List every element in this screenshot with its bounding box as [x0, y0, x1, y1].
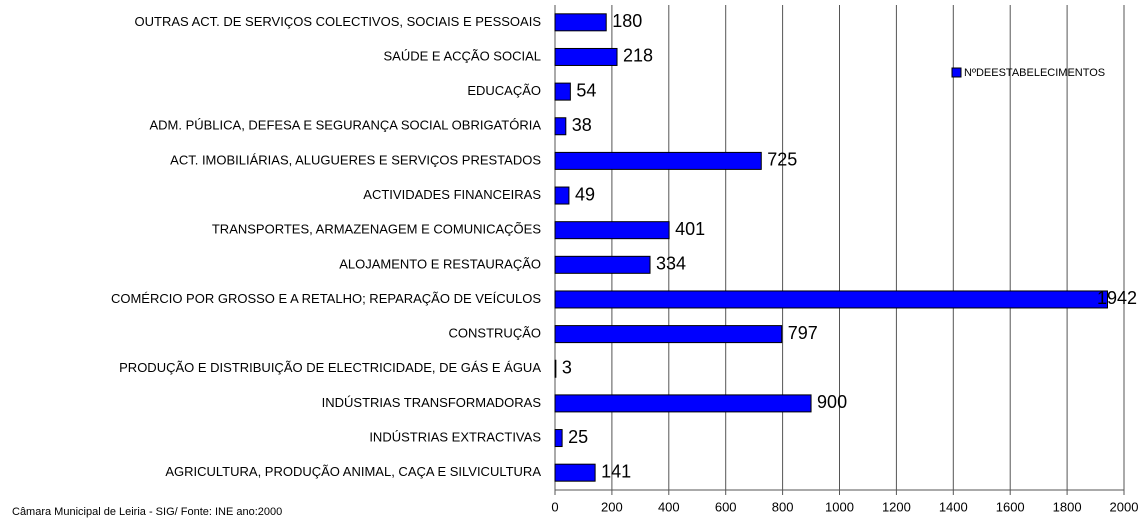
value-label: 218 — [623, 46, 653, 66]
bar — [554, 325, 783, 344]
value-label: 334 — [656, 254, 686, 274]
bar — [554, 429, 563, 448]
y-tick-label: SAÚDE E ACÇÃO SOCIAL — [384, 48, 542, 63]
legend-label: NºDEESTABELECIMENTOS — [964, 67, 1105, 79]
x-tick-label: 200 — [601, 499, 623, 514]
x-tick-label: 1600 — [996, 499, 1025, 514]
bar — [554, 394, 812, 413]
bar — [554, 13, 607, 32]
bar — [554, 290, 1108, 309]
bar — [554, 463, 596, 482]
x-tick-label: 1000 — [825, 499, 854, 514]
value-label: 900 — [817, 392, 847, 412]
x-tick-label: 2000 — [1110, 499, 1139, 514]
bar — [554, 117, 567, 136]
value-label: 54 — [576, 80, 596, 100]
x-tick-label: 0 — [551, 499, 558, 514]
y-tick-label: INDÚSTRIAS EXTRACTIVAS — [369, 429, 541, 444]
value-label: 401 — [675, 219, 705, 239]
value-label: 38 — [572, 115, 592, 135]
bar — [554, 359, 557, 378]
y-tick-label: PRODUÇÃO E DISTRIBUIÇÃO DE ELECTRICIDADE… — [119, 360, 541, 375]
bar — [554, 255, 651, 274]
value-label: 25 — [568, 427, 588, 447]
x-tick-label: 800 — [772, 499, 794, 514]
y-tick-label: EDUCAÇÃO — [467, 83, 541, 98]
source-note: Câmara Municipal de Leiria - SIG/ Fonte:… — [12, 506, 282, 518]
x-tick-label: 600 — [715, 499, 737, 514]
value-label: 725 — [767, 150, 797, 170]
value-label: 141 — [601, 461, 631, 481]
x-tick-label: 1800 — [1053, 499, 1082, 514]
value-label: 49 — [575, 184, 595, 204]
y-tick-label: OUTRAS ACT. DE SERVIÇOS COLECTIVOS, SOCI… — [135, 14, 542, 29]
y-tick-label: ACT. IMOBILIÁRIAS, ALUGUERES E SERVIÇOS … — [170, 152, 541, 167]
bar — [554, 82, 571, 101]
y-tick-label: ACTIVIDADES FINANCEIRAS — [363, 187, 541, 202]
x-tick-label: 1400 — [939, 499, 968, 514]
y-tick-label: CONSTRUÇÃO — [449, 326, 541, 341]
value-label: 1942 — [1097, 288, 1137, 308]
y-tick-label: ALOJAMENTO E RESTAURAÇÃO — [339, 256, 541, 271]
legend-swatch — [951, 67, 962, 78]
bar — [554, 221, 670, 240]
bar — [554, 151, 762, 170]
bar — [554, 186, 570, 205]
x-tick-label: 400 — [658, 499, 680, 514]
y-tick-label: INDÚSTRIAS TRANSFORMADORAS — [322, 395, 542, 410]
y-tick-label: ADM. PÚBLICA, DEFESA E SEGURANÇA SOCIAL … — [149, 118, 541, 133]
value-label: 180 — [612, 11, 642, 31]
y-tick-label: TRANSPORTES, ARMAZENAGEM E COMUNICAÇÕES — [212, 222, 541, 237]
value-label: 797 — [788, 323, 818, 343]
bar — [554, 47, 618, 66]
y-tick-label: COMÉRCIO POR GROSSO E A RETALHO; REPARAÇ… — [111, 291, 541, 306]
x-tick-label: 1200 — [882, 499, 911, 514]
y-tick-label: AGRICULTURA, PRODUÇÃO ANIMAL, CAÇA E SIL… — [165, 464, 541, 479]
value-label: 3 — [562, 358, 572, 378]
